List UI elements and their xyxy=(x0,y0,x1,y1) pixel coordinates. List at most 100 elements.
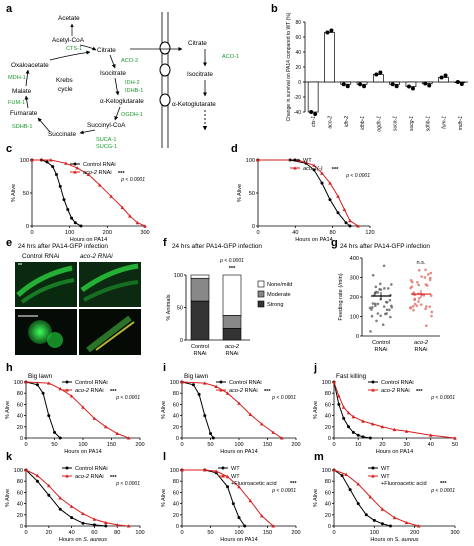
enzyme-idhb1: IDHB-1 xyxy=(125,88,143,94)
y-tick-label: 50 xyxy=(249,191,255,197)
scatter-point-0 xyxy=(386,287,390,290)
series-point-0 xyxy=(54,173,58,177)
legend-label-1-italic: aco-2 xyxy=(83,170,98,176)
point-sdhb-1 xyxy=(423,81,428,86)
series-point-1 xyxy=(30,158,34,162)
scatter-point-1 xyxy=(430,310,434,314)
cytosol-citrate: Citrate xyxy=(188,40,207,47)
scatter-point-1 xyxy=(420,275,423,278)
legend-marker-0 xyxy=(371,466,375,470)
x-tick-label: 100 xyxy=(234,442,243,448)
point-fum-1 xyxy=(439,75,444,80)
scatter-point-0 xyxy=(371,302,375,305)
series-point-1 xyxy=(92,416,97,420)
legend-label-2: +Fluoroacetic acid xyxy=(381,481,427,487)
series-point-0 xyxy=(70,216,74,220)
series-line-1 xyxy=(25,469,129,527)
enzyme-cts1: CTS-1 xyxy=(66,46,82,52)
series-point-0 xyxy=(92,523,96,527)
x-tick-label: 50 xyxy=(51,442,57,448)
series-point-0 xyxy=(58,507,62,511)
y-axis-label: % Alive xyxy=(313,401,319,419)
x-tick-label: 150 xyxy=(263,442,272,448)
y-tick-label: 60 xyxy=(17,402,23,408)
scatter-point-0 xyxy=(388,298,392,302)
series-point-0 xyxy=(203,414,207,418)
y-tick-label: 0 xyxy=(176,524,179,530)
legend-label-0: Control RNAi xyxy=(229,380,262,386)
x-axis-label: Hours on PA14 xyxy=(295,237,333,243)
panel-letter-k: k xyxy=(6,451,13,463)
x-axis-label: Hours on PA14 xyxy=(220,537,258,543)
panel-g-feeding-scatter: 24 hrs after PA14-GFP infection 0 100 200 30… xyxy=(338,243,440,353)
panel-tag: Fast killing xyxy=(336,373,367,380)
x-tick-label: 0 xyxy=(332,530,335,536)
stack-strong-0 xyxy=(190,300,210,341)
y-tick-label: 80 xyxy=(325,391,331,397)
panel-letter-e: e xyxy=(6,237,12,249)
x-tick-label: 0 xyxy=(180,530,183,536)
p-value: p < 0.0001 xyxy=(115,395,140,401)
scatter-point-1 xyxy=(409,279,413,282)
y-tick-label: 20 xyxy=(295,65,301,71)
scatter-point-0 xyxy=(376,302,380,306)
x-tick-label: 20 xyxy=(46,530,52,536)
y-tick-label: 40 xyxy=(173,502,179,508)
panel-letter-d: d xyxy=(231,143,238,155)
legend-label-1: aco-2 RNAi xyxy=(75,388,104,394)
scatter-point-0 xyxy=(385,308,389,312)
series-point-1 xyxy=(342,207,347,211)
legend-label-1-plain: RNAi xyxy=(89,474,104,480)
legend-label-1-italic: aco-2 xyxy=(75,388,90,394)
scatter-point-1 xyxy=(417,283,420,287)
y-tick-label: 20 xyxy=(17,425,23,431)
scatter-point-1 xyxy=(424,283,428,286)
series-point-0 xyxy=(231,502,235,506)
cycle-label-krebs: Krebs cycle xyxy=(56,77,73,93)
scatter-point-0 xyxy=(381,323,385,326)
metabolite-malate: Malate xyxy=(12,88,32,95)
series-point-0 xyxy=(320,181,324,185)
series-point-1 xyxy=(453,436,457,440)
scatter-point-0 xyxy=(379,282,382,286)
scatter-point-1 xyxy=(412,291,415,294)
panel-letter-m: m xyxy=(314,451,324,463)
y-tick-label: 40 xyxy=(325,414,331,420)
stack-none-mild-1 xyxy=(222,274,242,316)
y-axis-label: % Animals xyxy=(166,294,172,320)
y-tick-label: 60 xyxy=(173,490,179,496)
series-point-1 xyxy=(49,158,53,162)
series-point-1 xyxy=(126,524,131,528)
x-axis-label: Hours on PA14 xyxy=(376,449,414,455)
series-point-1 xyxy=(344,472,348,476)
bar-aco-2 xyxy=(324,32,335,83)
point-suca-1 xyxy=(390,82,395,87)
series-point-1 xyxy=(180,468,184,472)
series-point-1 xyxy=(356,224,360,228)
series-point-1 xyxy=(260,514,264,518)
stack-none-mild-0 xyxy=(190,274,210,279)
x-tick-label-idh-2: idh-2 xyxy=(344,116,350,127)
series-point-0 xyxy=(226,485,230,489)
stat-stars: *** xyxy=(416,389,423,395)
scatter-point-1 xyxy=(428,305,432,308)
series-point-0 xyxy=(364,513,368,517)
series-point-1 xyxy=(380,507,385,511)
scatter-point-0 xyxy=(390,305,394,309)
stat-stars: *** xyxy=(332,167,339,173)
metabolite-acetate: Acetate xyxy=(58,15,80,22)
x-tick-label: 40 xyxy=(68,530,74,536)
panel-letters: a b c d e f g h i j k l m xyxy=(6,3,338,463)
scatter-point-0 xyxy=(371,306,374,309)
series-point-1 xyxy=(203,468,207,472)
y-tick-label: 20 xyxy=(325,513,331,519)
arrow-isocitrate-akg xyxy=(114,77,120,96)
series-point-1 xyxy=(332,380,336,384)
cycle-label: Krebs xyxy=(56,77,73,84)
point-sucg-1 xyxy=(406,84,411,89)
panel-letter-b: b xyxy=(271,3,278,15)
x-tick-label: 100 xyxy=(65,230,74,236)
series-point-1 xyxy=(404,429,409,433)
point-mdh-1-2 xyxy=(459,82,464,86)
legend-label-0: Control RNAi xyxy=(381,380,414,386)
